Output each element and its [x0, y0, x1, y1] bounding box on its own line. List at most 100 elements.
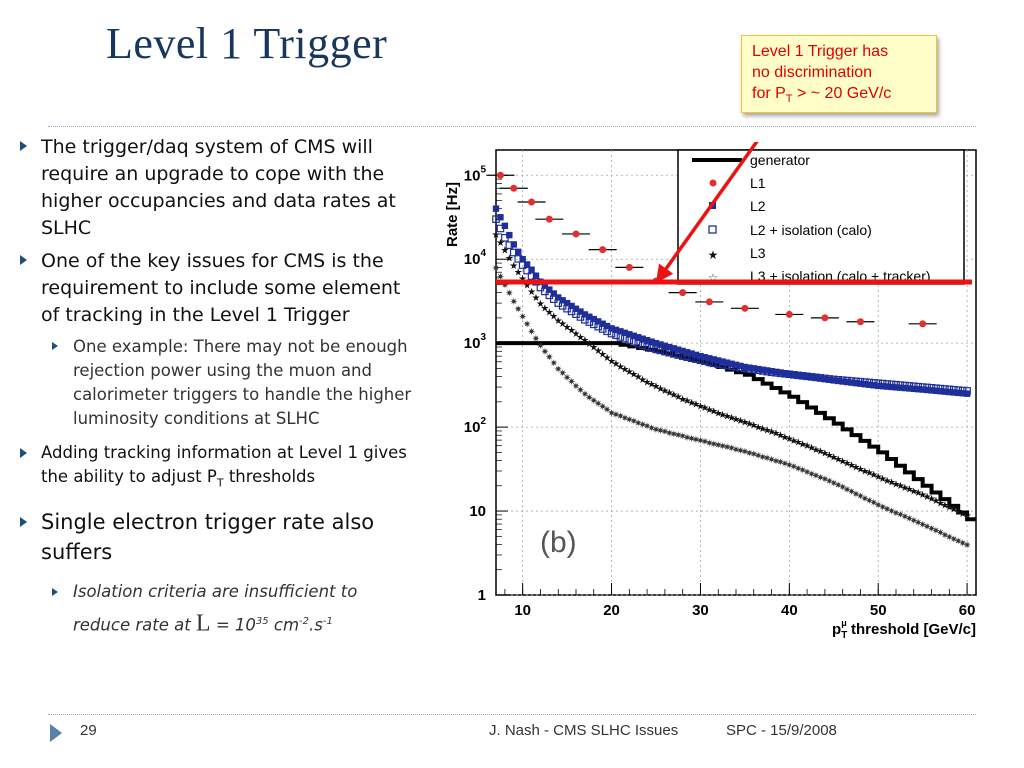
l2-iso-point — [918, 383, 927, 391]
l3-point: ★ — [945, 503, 954, 514]
l3-iso-point: ✷ — [892, 508, 900, 519]
l3-iso-point: ✷ — [794, 464, 802, 475]
y-tick-label: 1 — [478, 587, 486, 604]
y-tick-label: 103 — [464, 332, 487, 352]
l1-point — [705, 298, 713, 306]
l2-point — [848, 379, 855, 386]
l1-point — [599, 246, 607, 254]
l2-iso-point — [847, 377, 856, 385]
l3-point: ★ — [749, 421, 758, 432]
l2-point — [532, 272, 540, 279]
l2-iso-point — [523, 266, 531, 275]
l3-iso-point: ✷ — [918, 520, 926, 531]
l3-point: ★ — [820, 448, 829, 459]
l2-iso-point — [905, 382, 914, 390]
l3-iso-point: ✷ — [754, 451, 762, 462]
l3-iso-point: ✷ — [798, 466, 806, 477]
l3-iso-point: ✷ — [705, 438, 713, 449]
bullet-1: The trigger/daq system of CMS will requi… — [14, 134, 414, 242]
l2-point — [710, 356, 717, 363]
l2-point — [763, 367, 771, 374]
l2-iso-point — [723, 361, 731, 370]
l2-point — [910, 385, 917, 393]
l2-iso-point — [754, 366, 763, 375]
l3-point: ★ — [865, 468, 874, 479]
l2-iso-point — [812, 373, 820, 382]
l2-iso-point — [825, 375, 834, 383]
l3-iso-point: ✷ — [710, 439, 718, 450]
l3-point: ★ — [936, 498, 945, 509]
l2-iso-point — [949, 385, 958, 394]
l2-iso-point — [509, 248, 518, 257]
l2-point — [670, 345, 677, 352]
l2-point — [759, 366, 766, 373]
l2-point — [586, 313, 593, 320]
x-tick-label: 20 — [603, 602, 620, 619]
l3-point: ★ — [558, 319, 567, 330]
l3-iso-point: ✷ — [714, 440, 722, 451]
l1-point — [528, 198, 536, 206]
l2-iso-point — [634, 339, 643, 348]
l3-iso-point: ✷ — [616, 412, 624, 423]
l3-point: ★ — [647, 380, 656, 391]
l3-iso-point: ✷ — [594, 399, 602, 410]
l3-point: ★ — [772, 429, 781, 440]
l3-point: ★ — [767, 427, 776, 438]
l2-point — [857, 380, 864, 387]
l3-point: ★ — [687, 398, 696, 409]
l3-iso-point: ✷ — [678, 432, 686, 443]
l3-point: ★ — [532, 293, 541, 304]
l3-point: ★ — [856, 464, 865, 475]
bullet-arrow-icon — [20, 517, 27, 528]
l1-point — [856, 318, 864, 326]
l1-point — [496, 171, 504, 179]
l2-point — [741, 363, 749, 371]
l2-point — [603, 322, 611, 330]
l3-iso-point: ✷ — [701, 437, 709, 448]
l2-iso-point — [647, 344, 656, 352]
l3-iso-point: ✷ — [816, 473, 824, 484]
l2-iso-point — [603, 327, 611, 336]
l2-iso-point — [545, 291, 554, 300]
l3-iso-point: ✷ — [683, 433, 691, 444]
l3-point: ★ — [905, 485, 914, 496]
l2-point — [688, 350, 695, 357]
l2-iso-point — [798, 372, 807, 380]
l3-iso-point: ✷ — [838, 483, 846, 494]
l2-point — [706, 355, 713, 362]
l3-iso-point: ✷ — [518, 312, 526, 323]
l2-iso-point — [652, 345, 660, 354]
l2-point — [546, 286, 553, 293]
l3-iso-point: ✷ — [621, 413, 629, 424]
x-tick-label: 10 — [514, 602, 531, 619]
l3-iso-point: ✷ — [696, 436, 704, 447]
l3-iso-point: ✷ — [896, 510, 904, 521]
l2-point — [866, 381, 873, 388]
bullet-arrow-icon — [52, 588, 58, 597]
l2-iso-point — [496, 224, 505, 233]
l3-iso-point: ✷ — [612, 410, 620, 421]
l3-point: ★ — [563, 322, 572, 333]
l2-iso-point — [643, 343, 651, 351]
l2-point — [906, 385, 913, 392]
l3-point: ★ — [718, 410, 727, 421]
y-tick-labels: 1 10 102 103 104 105 — [464, 164, 487, 604]
l3-iso-point: ✷ — [741, 447, 749, 458]
l3-iso-point: ✷ — [558, 369, 566, 380]
l2-point — [928, 387, 935, 394]
l1-point — [785, 310, 793, 318]
bullet-arrow-icon — [20, 141, 27, 151]
l2-point — [790, 371, 797, 378]
l3-iso-point: ✷ — [936, 528, 944, 539]
l2-iso-point — [678, 352, 687, 360]
l2-iso-point — [785, 370, 794, 379]
l3-iso-point: ✷ — [687, 434, 695, 445]
l3-iso-point: ✷ — [870, 498, 878, 509]
l3-point: ★ — [514, 267, 523, 278]
l3-iso-point: ✷ — [625, 415, 633, 426]
bullet-arrow-icon — [52, 342, 58, 350]
l2-point — [692, 351, 700, 359]
x-tick-label: 50 — [870, 602, 887, 619]
l2-point — [812, 374, 820, 382]
l3-iso-point: ✷ — [505, 289, 513, 300]
